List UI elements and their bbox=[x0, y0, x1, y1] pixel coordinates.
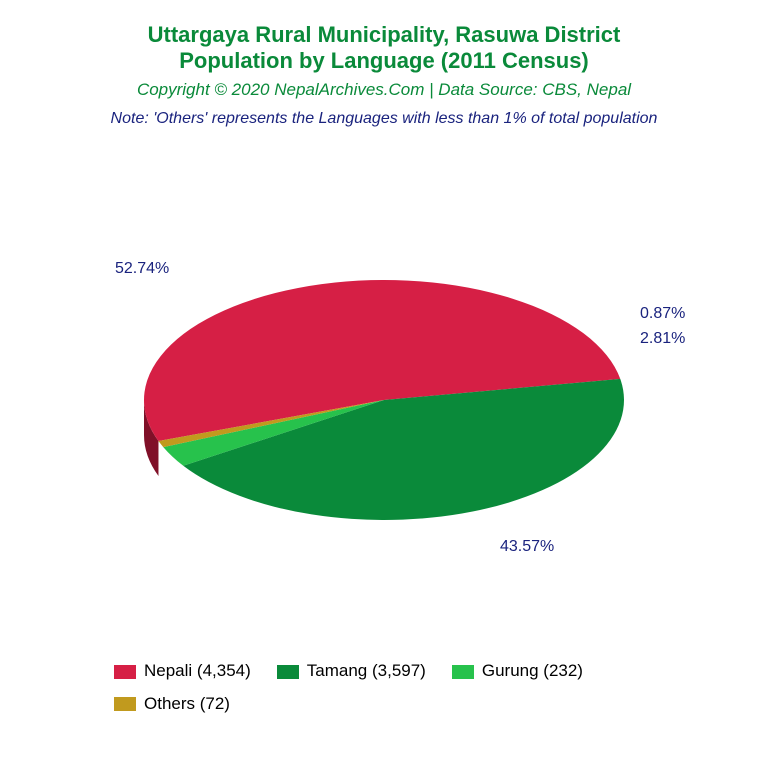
legend-swatch bbox=[114, 697, 136, 711]
legend-label: Gurung (232) bbox=[482, 655, 583, 687]
legend-label: Others (72) bbox=[144, 688, 230, 720]
legend-item: Others (72) bbox=[114, 688, 230, 720]
pie-chart bbox=[0, 0, 768, 768]
legend-item: Tamang (3,597) bbox=[277, 655, 426, 687]
legend-swatch bbox=[114, 665, 136, 679]
legend-label: Tamang (3,597) bbox=[307, 655, 426, 687]
legend-swatch bbox=[277, 665, 299, 679]
pct-label: 0.87% bbox=[640, 305, 685, 323]
pct-label: 43.57% bbox=[500, 538, 554, 556]
legend-label: Nepali (4,354) bbox=[144, 655, 251, 687]
legend-item: Gurung (232) bbox=[452, 655, 583, 687]
legend-item: Nepali (4,354) bbox=[114, 655, 251, 687]
legend-swatch bbox=[452, 665, 474, 679]
pct-label: 2.81% bbox=[640, 330, 685, 348]
legend: Nepali (4,354) Tamang (3,597) Gurung (232)… bbox=[114, 655, 654, 720]
pct-label: 52.74% bbox=[115, 260, 169, 278]
